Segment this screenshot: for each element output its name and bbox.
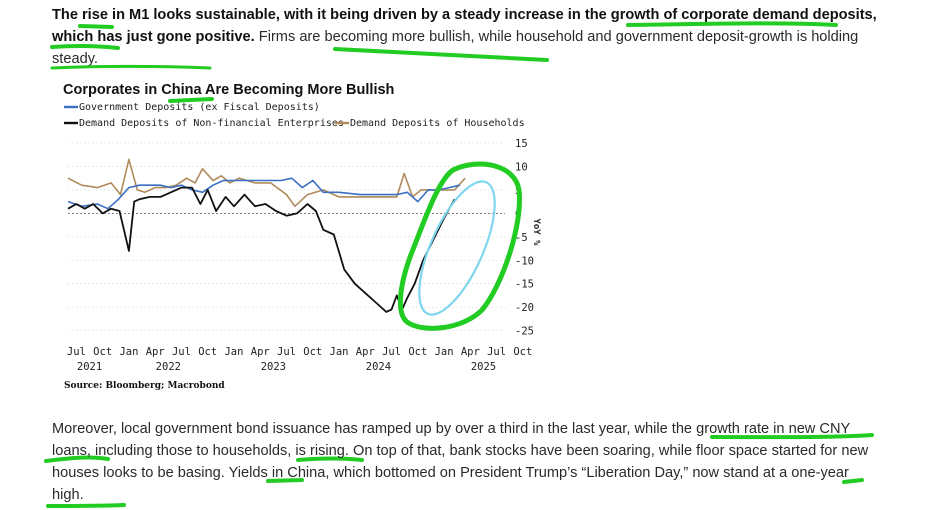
- x-tick-label: Jul: [382, 346, 401, 358]
- x-tick-label: Jul: [487, 346, 506, 358]
- highlight-green-loop: [398, 161, 522, 331]
- x-tick-label: Jan: [224, 346, 243, 358]
- x-tick-label: Jul: [172, 346, 191, 358]
- underline-growth-of-corporate: [626, 21, 838, 27]
- intro-bold-sentence: The rise in M1 looks sustainable, with i…: [52, 7, 877, 45]
- x-tick-label: Jan: [330, 346, 349, 358]
- chart-source: Source: Bloomberg; Macrobond: [64, 381, 225, 391]
- series-lines: [67, 158, 466, 313]
- y-axis-label: YoY %: [531, 218, 541, 246]
- x-tick-label: Jan: [435, 346, 454, 358]
- x-year-label: 2024: [366, 361, 391, 373]
- legend-label-households: Demand Deposits of Households: [350, 118, 525, 129]
- x-year-label: 2025: [471, 361, 496, 373]
- x-tick-label: Apr: [251, 346, 270, 358]
- intro-paragraph: The rise in M1 looks sustainable, with i…: [52, 4, 882, 70]
- legend: Government Deposits (ex Fiscal Deposits)…: [64, 102, 525, 129]
- underline-yields: [266, 478, 304, 483]
- x-tick-label: Jul: [277, 346, 296, 358]
- legend-label-corporate: Demand Deposits of Non-financial Enterpr…: [79, 118, 344, 129]
- followup-paragraph: Moreover, local government bond issuance…: [52, 421, 869, 503]
- highlight-annotations: [44, 21, 874, 508]
- intro-rest-sentence: Firms are becoming more bullish, while h…: [52, 29, 859, 67]
- x-tick-label: Oct: [303, 346, 322, 358]
- x-year-label: 2021: [77, 361, 102, 373]
- underline-year-high: [46, 503, 126, 508]
- y-tick-label: 15: [515, 138, 528, 150]
- y-tick-label: -25: [515, 326, 534, 338]
- x-axis: Jul Oct Jan Apr Jul Oct Jan Apr Jul Oct Jan Apr Jul O…: [67, 346, 532, 373]
- x-tick-label: Oct: [408, 346, 427, 358]
- underline-firms-bullish: [333, 47, 549, 62]
- x-year-label: 2022: [156, 361, 181, 373]
- underline-growth-deposit: [50, 65, 212, 70]
- gridlines: [68, 142, 505, 331]
- x-tick-label: Oct: [198, 346, 217, 358]
- x-tick-label: Jan: [119, 346, 138, 358]
- underline-china: [168, 97, 214, 103]
- x-tick-label: Apr: [461, 346, 480, 358]
- series-line-government: [67, 177, 460, 210]
- underline-rise-in-m1: [78, 24, 114, 29]
- y-tick-label: -15: [515, 279, 534, 291]
- underline-one: [842, 478, 864, 484]
- y-tick-label: -5: [515, 232, 528, 244]
- x-tick-label: Apr: [146, 346, 165, 358]
- underline-is-rising: [296, 456, 364, 462]
- x-tick-label: Oct: [93, 346, 112, 358]
- chart-title: Corporates in China Are Becoming More Bu…: [63, 82, 394, 98]
- highlight-cyan-ellipse: [418, 180, 496, 316]
- x-year-label: 2023: [261, 361, 286, 373]
- underline-loans: [44, 455, 110, 463]
- legend-label-government: Government Deposits (ex Fiscal Deposits): [79, 102, 320, 113]
- x-tick-label: Apr: [356, 346, 375, 358]
- x-tick-label: Oct: [513, 346, 532, 358]
- x-tick-label: Jul: [67, 346, 86, 358]
- y-tick-label: 10: [515, 161, 528, 173]
- underline-growth-rate: [710, 433, 874, 440]
- y-tick-label: -20: [515, 302, 534, 314]
- y-tick-label: -10: [515, 255, 534, 267]
- underline-deposits-which: [50, 43, 120, 50]
- series-line-corporate: [67, 186, 456, 313]
- series-line-households: [67, 158, 466, 208]
